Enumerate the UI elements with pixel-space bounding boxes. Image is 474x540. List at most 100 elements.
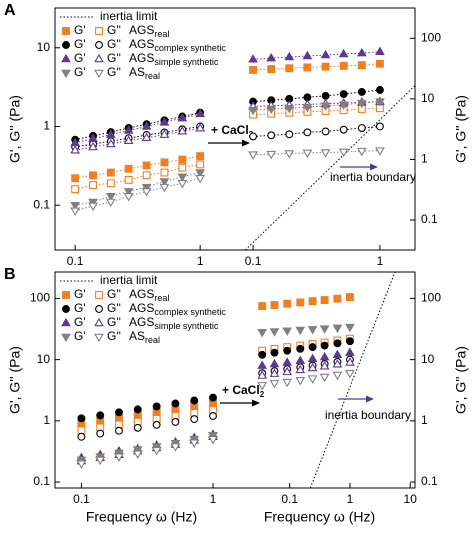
storage-point [302,50,313,60]
storage-point [285,64,294,73]
storage-point [159,178,170,187]
legend-marker [95,291,103,299]
loss-point [124,175,133,184]
loss-point [70,145,81,154]
legend-marker [95,41,103,49]
loss-point [190,415,199,423]
loss-point [319,361,330,370]
legend-label: G' [74,51,86,65]
legend-label: G'' [107,37,121,51]
storage-point [308,343,317,352]
series-name: AGS [129,315,154,329]
storage-point [345,347,355,356]
storage-point [177,112,188,122]
storage-point [345,293,354,302]
loss-point [114,453,124,462]
y-tick-label: 10 [421,352,435,366]
storage-point [77,414,86,423]
x-tick-label: 1 [347,492,354,506]
storage-point [190,396,199,405]
legend-label: G'' [107,23,121,37]
annotation-text: + CaCl [211,123,249,137]
x-tick-label: 0.1 [245,254,262,268]
loss-point [95,456,106,466]
loss-point [96,429,105,438]
storage-point [266,105,277,115]
storage-point [177,173,188,182]
storage-point [123,188,134,197]
storage-point [105,129,116,138]
legend-label: AGSreal [129,23,169,39]
storage-point [375,46,385,55]
legend-marker [61,317,71,327]
legend-label: AGSreal [129,287,169,303]
storage-point [319,351,330,361]
y-tick-label: 0.1 [33,474,50,488]
annotation-text: + CaCl [222,383,260,397]
legend-label: AGSsimple synthetic [129,315,219,331]
storage-point [171,399,180,408]
loss-point [152,420,161,429]
storage-point [141,121,152,130]
storage-point [375,86,384,94]
legend-label: G'' [107,301,121,315]
x-tick-label: 10 [404,492,418,506]
legend-marker [62,305,70,313]
storage-point [71,174,80,183]
loss-point [248,151,258,160]
legend-marker [95,305,103,313]
legend-label: G' [74,23,86,37]
storage-point [257,328,268,338]
inertia-line [245,85,416,251]
loss-point [295,377,306,386]
loss-point [269,368,280,377]
legend-label: G'' [107,287,121,301]
storage-point [320,49,331,59]
y-tick-label: 1 [43,413,50,427]
legend-label: G'' [107,51,121,65]
storage-point [333,339,342,348]
legend-marker [61,333,71,343]
storage-point [248,106,258,116]
loss-point [195,175,206,184]
loss-point [159,183,170,193]
loss-point [89,181,97,190]
boundary-arrow-head [370,163,378,171]
loss-point [123,135,134,144]
loss-point [178,163,187,172]
panel-label: B [4,266,16,283]
storage-point [320,296,329,305]
storage-point [284,51,295,61]
storage-point [356,47,367,57]
legend-marker [94,317,104,327]
storage-point [375,98,385,107]
loss-point [195,123,206,132]
y-tick-label: 100 [30,291,50,305]
loss-point [123,192,134,202]
storage-point [303,63,312,72]
series-name: AS [129,329,145,343]
loss-point [115,426,123,435]
storage-point [123,125,134,134]
legend-marker [62,41,70,49]
legend-label: AGScomplex synthetic [129,37,226,53]
loss-point [295,364,306,374]
loss-point [105,198,116,208]
series-name: AGS [129,287,154,301]
y-tick-label: 1 [421,152,428,166]
panel-frame [54,7,416,251]
legend-marker [94,69,104,79]
loss-point [189,439,200,448]
legend-label: G' [74,301,86,315]
storage-point [258,302,267,311]
storage-point [258,350,267,359]
loss-point [307,375,318,384]
storage-point [282,327,293,336]
storage-point [295,326,306,336]
loss-point [269,380,280,389]
storage-point [307,326,318,335]
storage-point [296,298,305,307]
storage-point [332,324,343,334]
legend-label: AGScomplex synthetic [129,301,226,317]
y-tick-label: 1 [43,119,50,133]
